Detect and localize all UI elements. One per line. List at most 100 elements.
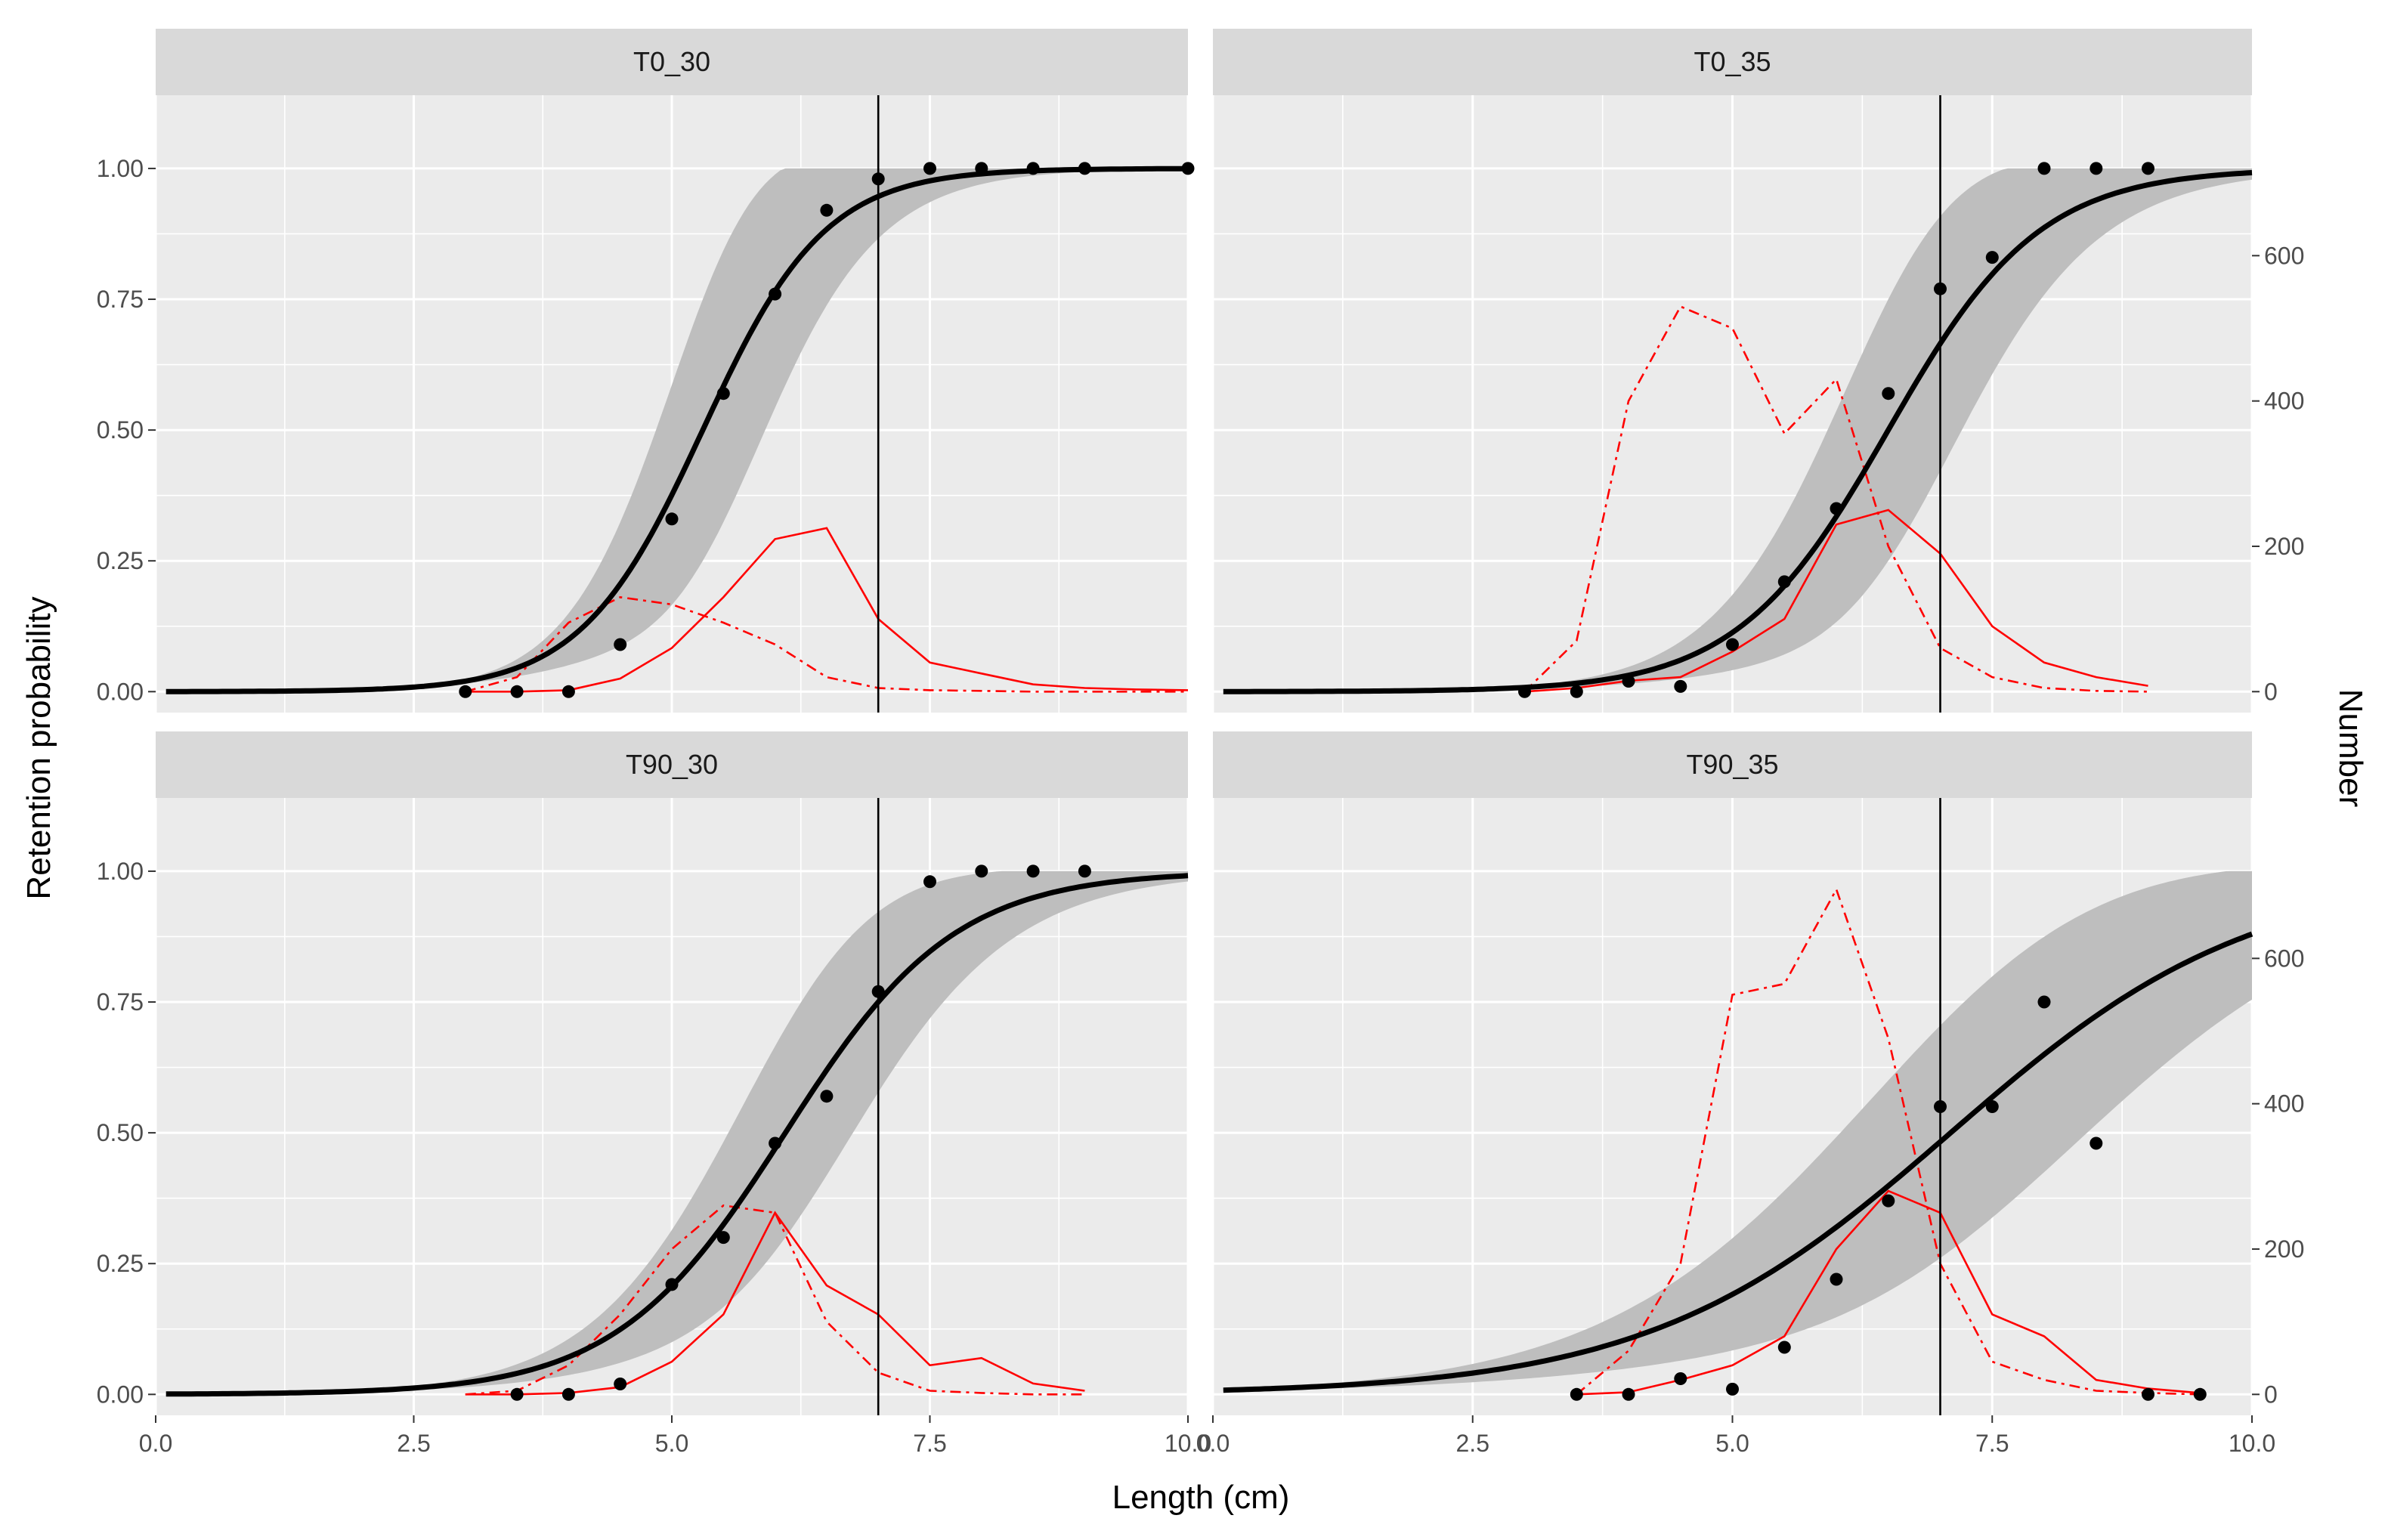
count-line-dashed (1523, 305, 2148, 693)
panel-title: T0_35 (1694, 46, 1771, 77)
observed-point (1078, 162, 1091, 175)
observed-point (2090, 1136, 2103, 1150)
observed-point (561, 1387, 575, 1401)
observed-point (1882, 387, 1895, 400)
observed-point (1078, 864, 1091, 878)
y2-tick-label: 600 (2264, 945, 2304, 972)
observed-point (1622, 675, 1635, 688)
observed-point (769, 287, 782, 301)
y2-tick-label: 0 (2264, 1381, 2278, 1408)
x-tick-label: 2.5 (1456, 1430, 1489, 1457)
observed-point (2142, 162, 2154, 175)
observed-point (1570, 1387, 1583, 1401)
observed-point (820, 203, 834, 217)
panel-title: T0_30 (633, 46, 710, 77)
y-tick-label: 1.00 (97, 155, 144, 182)
observed-point (923, 162, 936, 175)
x-tick-label: 2.5 (397, 1430, 430, 1457)
panel-strip (156, 731, 1188, 798)
count-line-dashed (465, 1204, 1085, 1396)
y2-tick-label: 200 (2264, 533, 2304, 560)
observed-point (820, 1090, 834, 1103)
confidence-band (1223, 871, 2252, 1391)
observed-point (1026, 864, 1040, 878)
observed-point (1726, 1382, 1739, 1396)
y2-tick-label: 400 (2264, 1090, 2304, 1118)
count-line-dashed (1576, 886, 2201, 1396)
x-tick-label: 7.5 (1975, 1430, 2009, 1457)
y2-tick-label: 600 (2264, 242, 2304, 269)
y-axis-left: 0.00 0.25 0.50 0.75 1.00 (97, 155, 156, 705)
observed-point (1985, 1100, 1999, 1113)
panel-title: T90_35 (1686, 749, 1778, 780)
observed-point (923, 875, 936, 889)
x-tick-label: 0.0 (139, 1430, 172, 1457)
y-tick-label: 1.00 (97, 858, 144, 885)
panel-t90-35: T90_35 (1211, 731, 2253, 1415)
observed-point (2193, 1387, 2207, 1401)
count-line-dashed (465, 595, 1188, 693)
observed-point (2090, 162, 2103, 175)
x-tick-label: 0.0 (1196, 1430, 1230, 1457)
fitted-curve (1223, 931, 2253, 1393)
observed-points (510, 864, 1091, 1401)
panel-strip (156, 29, 1188, 95)
observed-point (1674, 1372, 1687, 1385)
observed-point (975, 864, 988, 878)
fitted-curve (165, 165, 1188, 694)
observed-point (2142, 1387, 2154, 1401)
observed-point (665, 1278, 679, 1291)
y-axis-title: Retention probability (20, 596, 57, 899)
y-tick-label: 0.50 (97, 416, 144, 444)
observed-point (614, 638, 627, 651)
observed-point (614, 1378, 627, 1390)
confidence-band (165, 871, 1189, 1394)
confidence-band (165, 168, 1189, 692)
y-tick-label: 0.75 (97, 988, 144, 1016)
observed-point (1518, 685, 1531, 698)
y2-tick-label: 200 (2264, 1235, 2304, 1263)
x-tick-label: 5.0 (1715, 1430, 1749, 1457)
observed-point (1882, 1194, 1895, 1208)
observed-point (665, 512, 679, 526)
panels-layer: T0_30 T0_35 T90_30 T90_35 (154, 29, 2253, 1415)
x-axis-title: Length (cm) (1112, 1479, 1290, 1516)
grid-lines (154, 95, 1189, 713)
observed-point (716, 387, 730, 400)
panel-title: T90_30 (626, 749, 718, 780)
observed-point (459, 685, 472, 698)
observed-point (561, 685, 575, 698)
observed-point (1026, 162, 1040, 175)
count-line-solid (465, 527, 1189, 693)
y2-tick-label: 400 (2264, 388, 2304, 415)
fitted-curve (1223, 170, 2253, 694)
x-axis: 0.0 2.5 5.0 7.5 10.0 (1196, 1415, 2275, 1457)
observed-point (1726, 638, 1739, 651)
panel-t0-30: T0_30 (154, 29, 1195, 713)
observed-point (1622, 1387, 1635, 1401)
y-axis-right: 0 200 400 600 (2252, 242, 2304, 705)
observed-point (975, 162, 988, 175)
panel-strip (1213, 731, 2252, 798)
panel-t0-35: T0_35 (1211, 29, 2253, 713)
observed-point (769, 1136, 782, 1150)
x-axis: 0.0 2.5 5.0 7.5 10.0 (139, 1415, 1211, 1457)
x-tick-label: 7.5 (913, 1430, 946, 1457)
observed-point (1570, 685, 1583, 698)
y-tick-label: 0.25 (97, 1250, 144, 1277)
observed-point (1830, 502, 1843, 515)
y-axis-right: 0 200 400 600 (2252, 945, 2304, 1408)
y-tick-label: 0.25 (97, 547, 144, 574)
observed-point (1830, 1273, 1843, 1286)
y-axis-left: 0.00 0.25 0.50 0.75 1.00 (97, 858, 156, 1408)
panel-strip (1213, 29, 2252, 95)
y-tick-label: 0.75 (97, 286, 144, 313)
observed-point (510, 685, 524, 698)
confidence-band (1223, 168, 2252, 692)
y-tick-label: 0.00 (97, 678, 144, 705)
observed-point (2037, 162, 2051, 175)
observed-point (1777, 1341, 1791, 1354)
y-tick-label: 0.50 (97, 1119, 144, 1146)
observed-point (2037, 995, 2051, 1009)
